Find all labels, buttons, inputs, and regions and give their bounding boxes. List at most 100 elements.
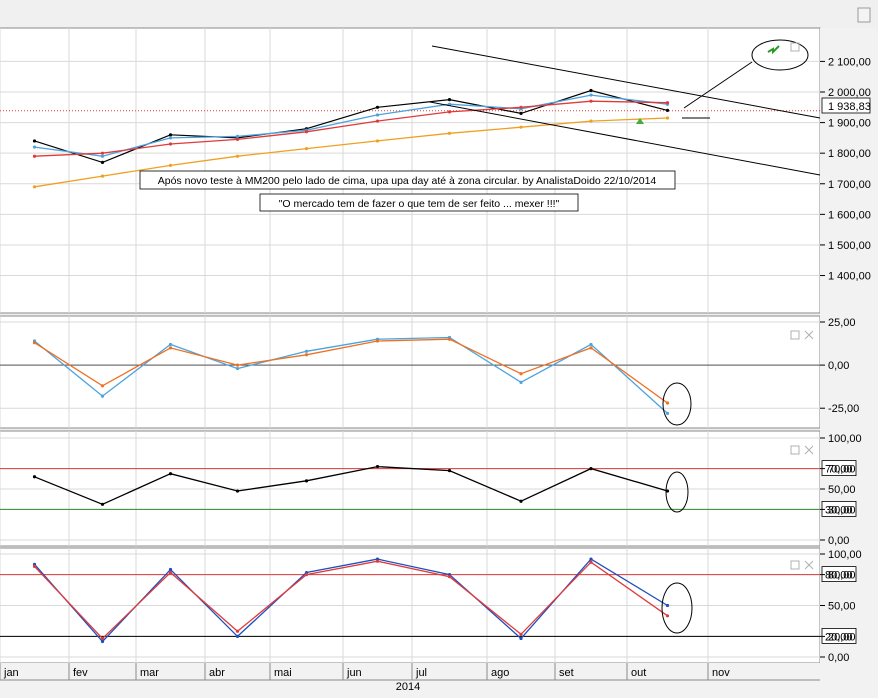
y-tick-label: 1 500,00 [828,240,871,252]
arrow-up-icon [767,45,780,55]
data-point [100,154,105,158]
data-point [519,105,523,109]
y-tick-label: 100,00 [828,549,862,561]
data-point [32,145,37,149]
data-point [168,472,173,476]
data-point [375,113,380,117]
y-tick-label: 80,00 [828,570,856,582]
y-axis: 2 100,00 2 000,00 1 900,00 1 800,00 1 700,00… [820,56,871,664]
x-tick-label: nov [712,667,730,679]
x-tick-label: set [559,667,574,679]
projection-line [683,61,753,109]
data-point [589,99,593,103]
data-point [519,380,523,384]
data-point [304,146,309,151]
target-circle [751,39,809,71]
rsi-series [34,465,668,506]
annotation-text-2: "O mercado tem de fazer o que tem de ser… [279,198,560,210]
mm200-series [34,117,668,188]
data-point [589,119,593,123]
data-point [447,469,452,473]
maximize-icon[interactable] [790,330,800,340]
channel-upper-line [431,45,821,119]
maximize-icon[interactable] [790,42,800,52]
data-point [304,479,309,483]
data-point [235,137,240,142]
reference-value: 30,00 [825,504,853,516]
y-tick-label: 0,00 [828,360,849,372]
macd-panel [0,315,821,429]
x-tick-label: ago [491,667,509,679]
x-tick-label: jan [3,667,19,679]
macd-circle [662,382,692,426]
data-point [168,346,173,350]
annotation-box-2 [259,193,579,212]
macd-series [34,336,668,414]
data-point [235,629,240,633]
data-point [665,401,670,405]
reference-lines: 70,00 30,00 80,00 20,00 [0,110,857,644]
price-panel [0,27,821,314]
buy-signal-icon [636,118,644,124]
mid-average-series [34,100,668,157]
stochastic-circle [661,582,693,634]
data-point [665,411,670,415]
data-point [589,93,593,97]
data-point [375,105,380,109]
data-point [235,634,240,639]
data-point [304,349,309,353]
data-point [519,125,523,129]
data-point [375,339,380,343]
x-axis: jan fev mar abr mai jun jul ago set out nov [0,663,820,681]
data-point [168,342,173,347]
annotation-text-1: Após novo teste à MM200 pelo lado de cim… [158,175,657,187]
data-point [32,341,37,345]
close-icon[interactable] [804,560,814,570]
data-point [665,614,670,618]
data-point [100,160,105,164]
data-point [235,154,240,158]
y-tick-label: 70,00 [828,464,856,476]
y-tick-label: 1 400,00 [828,271,871,283]
y-tick-label: 20,00 [828,631,856,643]
maximize-icon[interactable] [790,560,800,570]
year-label: 2014 [396,681,420,693]
data-point [100,636,105,641]
data-point [304,353,309,357]
trend-channel [429,39,821,634]
reference-value: 70,00 [825,464,853,476]
data-point [589,342,593,347]
y-tick-label: 25,00 [828,317,856,329]
data-point [665,108,670,112]
data-point [665,116,670,120]
data-point [519,632,523,636]
data-point [589,88,593,93]
close-icon[interactable] [804,445,814,455]
data-point [235,363,240,367]
data-point [375,464,380,469]
y-tick-label: 2 000,00 [828,87,871,99]
data-point [519,636,523,641]
data-point [32,139,37,143]
data-point [100,151,105,155]
data-point [519,372,523,376]
fast-average-series [34,94,668,157]
data-point [519,111,523,116]
y-tick-label: 1 700,00 [828,179,871,191]
panel-controls [790,42,814,570]
data-point [100,639,105,644]
maximize-icon[interactable] [790,445,800,455]
top-strip [0,0,878,28]
data-point [447,131,452,135]
x-tick-label: out [631,667,646,679]
window-control-button[interactable] [857,7,871,23]
data-point [235,134,240,138]
data-point [168,570,173,575]
y-tick-label: 0,00 [828,535,849,547]
data-point [447,98,452,102]
data-point [168,133,173,137]
data-point [32,154,37,158]
close-icon[interactable] [804,330,814,340]
